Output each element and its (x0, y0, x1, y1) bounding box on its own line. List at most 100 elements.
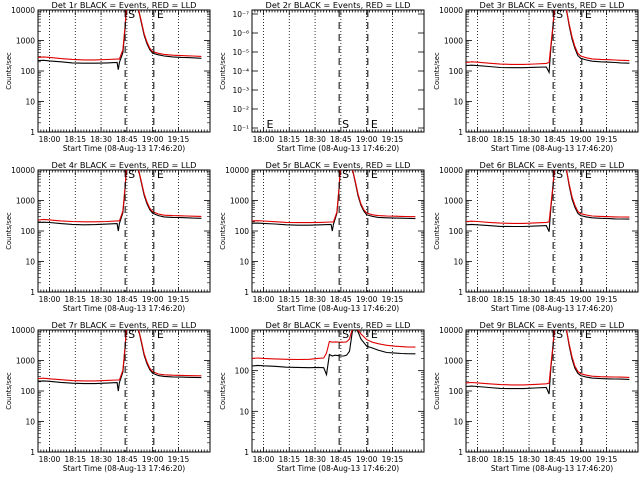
x-tick-label: 19:15 (596, 135, 618, 144)
x-tick-label: 19:15 (382, 295, 404, 304)
x-tick-label: 18:30 (518, 135, 540, 144)
x-tick-label: 18:45 (544, 455, 566, 464)
x-tick-label: 18:15 (492, 455, 514, 464)
event-marker-label: S (128, 8, 135, 21)
y-tick-label: 10⁻⁷ (232, 10, 249, 19)
series-lld-line (466, 10, 630, 65)
series-events-line (38, 170, 202, 232)
y-tick-label: 10 (25, 258, 35, 267)
x-tick-label: 19:00 (356, 295, 378, 304)
y-tick-label: 1 (458, 288, 463, 297)
x-tick-label: 19:00 (356, 135, 378, 144)
event-marker-label: E (266, 118, 273, 131)
y-tick-label: 1 (244, 448, 249, 457)
x-axis-label: Start Time (08-Aug-13 17:46:20) (63, 304, 185, 313)
plot-frame (37, 329, 211, 453)
y-tick-label: 1000 (444, 37, 463, 46)
x-tick-label: 19:00 (142, 295, 164, 304)
y-tick-label: 1000 (444, 197, 463, 206)
x-tick-label: 19:00 (570, 295, 592, 304)
y-tick-label: 10⁻¹ (232, 124, 249, 133)
series-group (38, 10, 202, 70)
series-events-line (252, 330, 416, 377)
series-group (38, 330, 202, 392)
plot-frame (465, 169, 639, 293)
x-tick-label: 18:30 (90, 135, 112, 144)
panel-title: Det 4r BLACK = Events, RED = LLD (52, 160, 197, 170)
series-group (38, 170, 202, 232)
x-axis-label: Start Time (08-Aug-13 17:46:20) (277, 464, 399, 473)
y-axis-label: Counts/sec (219, 212, 227, 250)
x-tick-label: 18:30 (304, 455, 326, 464)
y-tick-label: 1 (244, 288, 249, 297)
y-tick-label: 100 (21, 227, 36, 236)
event-marker-label: E (371, 168, 378, 181)
y-tick-label: 10 (239, 258, 249, 267)
series-events-line (38, 10, 202, 70)
y-tick-label: 1 (30, 288, 35, 297)
y-tick-label: 1000 (230, 326, 249, 335)
y-tick-label: 1000 (16, 37, 35, 46)
x-tick-label: 18:00 (253, 455, 275, 464)
y-tick-label: 10 (453, 98, 463, 107)
series-lld-line (252, 330, 416, 361)
x-tick-label: 19:00 (570, 455, 592, 464)
series-group (466, 10, 630, 75)
y-tick-label: 10 (25, 418, 35, 427)
x-tick-label: 18:30 (304, 135, 326, 144)
x-tick-label: 18:00 (253, 295, 275, 304)
plot-frame (251, 169, 425, 293)
x-tick-label: 18:15 (278, 455, 300, 464)
y-tick-label: 1 (458, 128, 463, 137)
series-group (252, 330, 416, 377)
y-tick-label: 1 (458, 448, 463, 457)
y-axis-label: Counts/sec (433, 212, 441, 250)
x-tick-label: 19:15 (596, 295, 618, 304)
event-marker-label: E (157, 168, 164, 181)
y-tick-label: 10⁻² (232, 105, 249, 114)
series-lld-line (38, 330, 202, 382)
series-events-line (466, 10, 630, 75)
y-tick-label: 100 (449, 67, 464, 76)
x-tick-label: 18:00 (467, 135, 489, 144)
x-tick-label: 18:45 (544, 295, 566, 304)
event-marker-label: E (157, 8, 164, 21)
series-lld-line (252, 170, 416, 224)
event-marker-label: S (556, 168, 563, 181)
y-tick-label: 100 (235, 227, 250, 236)
series-lld-line (466, 330, 630, 386)
y-tick-label: 10 (25, 98, 35, 107)
y-axis-label: Counts/sec (5, 372, 13, 410)
series-group (252, 170, 416, 232)
x-tick-label: 18:15 (64, 135, 86, 144)
y-tick-label: 10 (453, 258, 463, 267)
x-tick-label: 19:15 (596, 455, 618, 464)
panel-title: Det 7r BLACK = Events, RED = LLD (52, 320, 197, 330)
x-tick-label: 18:15 (492, 135, 514, 144)
x-tick-label: 18:15 (64, 455, 86, 464)
y-tick-label: 1000 (16, 357, 35, 366)
event-marker-label: S (342, 168, 349, 181)
y-tick-label: 10000 (439, 6, 463, 15)
x-axis-label: Start Time (08-Aug-13 17:46:20) (63, 144, 185, 153)
y-tick-label: 10000 (439, 166, 463, 175)
event-marker-label: E (585, 328, 592, 341)
y-axis-label: Counts/sec (219, 372, 227, 410)
series-lld-line (38, 170, 202, 223)
y-tick-label: 10 (239, 407, 249, 416)
y-tick-label: 10000 (225, 166, 249, 175)
x-tick-label: 18:45 (116, 135, 138, 144)
series-lld-line (466, 170, 630, 224)
x-tick-label: 18:00 (253, 135, 275, 144)
y-axis-label: Counts/sec (433, 52, 441, 90)
x-tick-label: 19:00 (142, 455, 164, 464)
panel-title: Det 9r BLACK = Events, RED = LLD (480, 320, 625, 330)
x-tick-label: 18:15 (492, 295, 514, 304)
x-tick-label: 18:00 (39, 135, 61, 144)
